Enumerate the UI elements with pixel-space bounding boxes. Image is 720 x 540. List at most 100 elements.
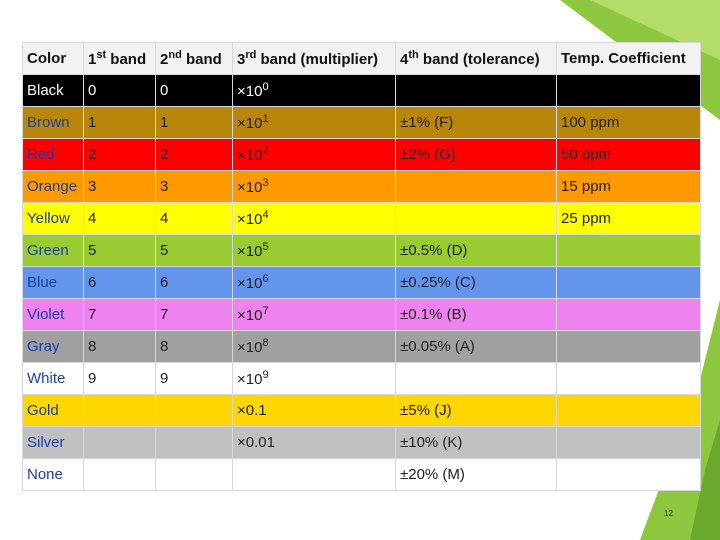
table-cell: ×103 [232,170,396,203]
cell-text: Green [27,242,69,259]
table-cell: 4 [155,202,233,235]
table-cell: ±5% (J) [395,394,557,427]
cell-text: 5 [88,242,97,259]
table-cell [395,74,557,107]
superscript: 0 [262,81,269,93]
cell-text: ×10 [237,115,263,132]
table-cell: 9 [83,362,156,395]
header-cell: 3rd band (multiplier) [232,42,396,75]
cell-text: 8 [160,338,169,355]
cell-text: ±0.5% (D) [400,242,468,259]
cell-text: Color [27,50,67,67]
cell-text: Gold [27,402,59,419]
table-cell: Brown [22,106,84,139]
table-cell [155,426,233,459]
table-cell: White [22,362,84,395]
table-cell: 15 ppm [556,170,701,203]
table-cell: 1 [83,106,156,139]
table-cell [556,458,701,491]
superscript: 2 [262,145,269,157]
superscript: 6 [262,273,269,285]
table-cell [556,362,701,395]
table-cell: ×0.1 [232,394,396,427]
table-cell: ±1% (F) [395,106,557,139]
cell-text: 3 [237,51,246,68]
table-cell: Violet [22,298,84,331]
table-cell [155,394,233,427]
resistor-color-table: Color 1st band 2nd band 3rd band (multiplie… [22,42,701,491]
table-cell: ±2% (G) [395,138,557,171]
table-cell: 100 ppm [556,106,701,139]
cell-text: ±0.25% (C) [400,274,476,291]
table-row: Orange 3 3 ×103 15 ppm [22,170,701,203]
cell-text: 6 [160,274,169,291]
cell-text: 1 [160,114,169,131]
superscript: 3 [262,177,269,189]
cell-text: 1 [88,51,97,68]
cell-text: 9 [160,370,169,387]
table-cell: Gold [22,394,84,427]
superscript: st [96,49,107,61]
table-cell: ±0.25% (C) [395,266,557,299]
table-cell: ×108 [232,330,396,363]
header-row: Color 1st band 2nd band 3rd band (multiplie… [22,42,701,75]
header-cell: 2nd band [155,42,233,75]
table-row: Brown 1 1 ×101 ±1% (F) 100 ppm [22,106,701,139]
table-cell: 9 [155,362,233,395]
superscript: 7 [262,305,269,317]
cell-text: 9 [88,370,97,387]
corner-shape [690,420,720,540]
header-cell: Color [22,42,84,75]
cell-text: 0 [88,82,97,99]
table-cell: ±0.5% (D) [395,234,557,267]
superscript: 9 [262,369,269,381]
table-row: Yellow 4 4 ×104 25 ppm [22,202,701,235]
cell-text: ×10 [237,147,263,164]
cell-text: band [106,51,147,68]
cell-text: 6 [88,274,97,291]
cell-text: ±2% (G) [400,146,456,163]
cell-text: 0 [160,82,169,99]
cell-text: Silver [27,434,65,451]
table-cell: ×102 [232,138,396,171]
cell-text: ×10 [237,243,263,260]
cell-text: 2 [160,146,169,163]
table-cell: 7 [155,298,233,331]
table-cell: 5 [155,234,233,267]
cell-text: band (multiplier) [256,51,379,68]
table-row: White 9 9 ×109 [22,362,701,395]
table-cell: ×106 [232,266,396,299]
table-cell: ×109 [232,362,396,395]
cell-text: 7 [160,306,169,323]
table-cell: Green [22,234,84,267]
cell-text: 4 [88,210,97,227]
table-row: Gold ×0.1 ±5% (J) [22,394,701,427]
table-row: Violet 7 7 ×107 ±0.1% (B) [22,298,701,331]
table-cell [83,458,156,491]
table-cell [83,426,156,459]
cell-text: ×10 [237,83,263,100]
table-cell: 25 ppm [556,202,701,235]
table-cell: 6 [83,266,156,299]
cell-text: ±0.1% (B) [400,306,467,323]
cell-text: ×10 [237,307,263,324]
table-cell: ×105 [232,234,396,267]
table-row: None ±20% (M) [22,458,701,491]
cell-text: 5 [160,242,169,259]
table-row: Blue 6 6 ×106 ±0.25% (C) [22,266,701,299]
superscript: rd [245,49,257,61]
table-cell: ±0.1% (B) [395,298,557,331]
table-cell: ×100 [232,74,396,107]
cell-text: ±20% (M) [400,466,465,483]
table-row: Gray 8 8 ×108 ±0.05% (A) [22,330,701,363]
table-cell [395,170,557,203]
cell-text: Black [27,82,64,99]
cell-text: 1 [88,114,97,131]
table-cell: Gray [22,330,84,363]
table-cell: Red [22,138,84,171]
cell-text: Violet [27,306,65,323]
cell-text: 4 [160,210,169,227]
table-cell: Orange [22,170,84,203]
table-cell [83,394,156,427]
table-cell [556,266,701,299]
